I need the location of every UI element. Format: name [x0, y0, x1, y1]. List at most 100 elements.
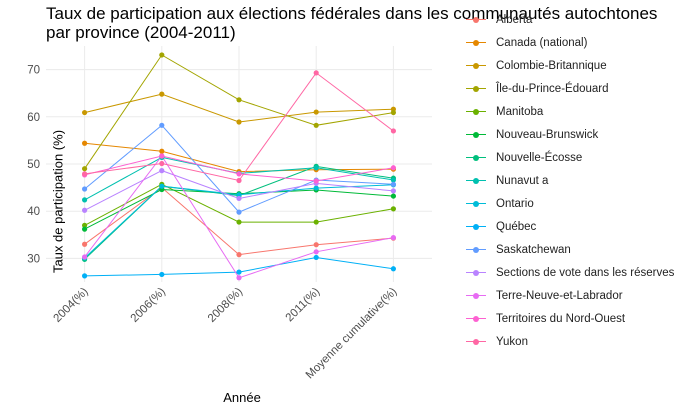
legend-key — [466, 199, 486, 209]
data-point — [82, 273, 88, 279]
series-points — [82, 52, 396, 281]
legend-label: Île-du-Prince-Édouard — [496, 82, 609, 95]
data-point — [236, 195, 242, 202]
data-point — [313, 109, 319, 115]
y-tick-label: 50 — [27, 159, 40, 171]
legend-item: Territoires du Nord-Ouest — [466, 307, 674, 330]
legend-key — [466, 176, 486, 186]
legend: Alberta Canada (national) Colombie-Britann… — [466, 8, 674, 353]
x-tick-label: 2008(%) — [206, 286, 245, 325]
data-point — [82, 207, 88, 213]
data-point — [313, 185, 319, 191]
grid — [46, 46, 432, 282]
data-point — [390, 109, 396, 116]
legend-key — [466, 84, 486, 94]
legend-item: Terre-Neuve-et-Labrador — [466, 284, 674, 307]
x-tick-label: Moyenne cumulative(%) — [304, 286, 400, 382]
data-point — [313, 249, 319, 255]
legend-key — [466, 38, 486, 48]
data-point — [313, 242, 319, 248]
legend-key — [466, 314, 486, 324]
data-point — [82, 222, 88, 228]
data-point — [236, 269, 242, 275]
data-point — [313, 178, 319, 184]
x-axis-label: Année — [223, 390, 261, 405]
data-point — [236, 192, 242, 198]
data-point — [159, 148, 165, 154]
data-point — [390, 165, 396, 171]
data-point — [159, 153, 165, 159]
data-point — [236, 252, 242, 258]
y-axis-label-wrap: Taux de participation (%) — [8, 130, 66, 273]
legend-item: Colombie-Britannique — [466, 54, 674, 77]
legend-label: Alberta — [496, 13, 533, 26]
data-point — [82, 226, 88, 232]
data-point — [313, 254, 319, 261]
legend-label: Nouvelle-Écosse — [496, 151, 583, 164]
x-tick-label: 2011(%) — [284, 286, 323, 325]
legend-label: Manitoba — [496, 105, 544, 118]
legend-key — [466, 291, 486, 301]
legend-item: Alberta — [466, 8, 674, 31]
legend-label: Colombie-Britannique — [496, 59, 607, 72]
legend-item: Sections de vote dans les réserves — [466, 261, 674, 284]
data-point — [313, 165, 319, 171]
data-point — [236, 171, 242, 177]
legend-key — [466, 130, 486, 140]
y-tick-label: 60 — [27, 112, 40, 124]
legend-key — [466, 222, 486, 232]
legend-key — [466, 107, 486, 117]
data-point — [236, 219, 242, 225]
data-point — [390, 206, 396, 212]
data-point — [236, 97, 242, 103]
data-point — [390, 177, 396, 183]
data-point — [390, 128, 396, 134]
legend-key — [466, 61, 486, 71]
data-point — [159, 271, 165, 278]
data-point — [82, 197, 88, 203]
legend-item: Nouvelle-Écosse — [466, 146, 674, 169]
legend-label: Ontario — [496, 197, 534, 210]
legend-label: Nunavut a — [496, 174, 549, 187]
legend-item: Nouveau-Brunswick — [466, 123, 674, 146]
data-point — [236, 119, 242, 125]
legend-label: Sections de vote dans les réserves — [496, 266, 675, 279]
legend-label: Yukon — [496, 335, 528, 348]
legend-key — [466, 15, 486, 25]
legend-item: Canada (national) — [466, 31, 674, 54]
data-point — [159, 183, 165, 189]
data-point — [82, 166, 88, 172]
chart-title: Taux de participation aux élections fédé… — [46, 4, 658, 42]
data-point — [82, 140, 88, 146]
data-point — [82, 241, 88, 247]
legend-item: Nunavut a — [466, 169, 674, 192]
legend-key — [466, 245, 486, 255]
data-point — [236, 209, 242, 215]
data-point — [159, 52, 165, 58]
data-point — [236, 177, 242, 184]
data-point — [390, 188, 396, 194]
data-point — [390, 235, 396, 241]
data-point — [313, 219, 319, 225]
data-point — [159, 160, 165, 167]
legend-key — [466, 268, 486, 278]
data-point — [390, 193, 396, 199]
y-tick-labels: 30 40 50 60 70 — [27, 65, 40, 266]
data-point — [82, 171, 88, 177]
legend-key — [466, 337, 486, 347]
data-point — [82, 109, 88, 116]
data-point — [82, 254, 88, 260]
legend-label: Québec — [496, 220, 537, 233]
legend-label: Nouveau-Brunswick — [496, 128, 599, 141]
data-point — [313, 70, 319, 76]
data-point — [159, 91, 165, 97]
data-point — [236, 275, 242, 281]
legend-label: Terre-Neuve-et-Labrador — [496, 289, 623, 302]
x-tick-labels: 2004(%) 2006(%) 2008(%) 2011(%)Moyenne cumu… — [51, 286, 399, 382]
legend-key — [466, 153, 486, 163]
legend-label: Canada (national) — [496, 36, 588, 49]
data-point — [159, 168, 165, 174]
legend-label: Territoires du Nord-Ouest — [496, 312, 626, 325]
y-tick-label: 40 — [27, 206, 40, 218]
